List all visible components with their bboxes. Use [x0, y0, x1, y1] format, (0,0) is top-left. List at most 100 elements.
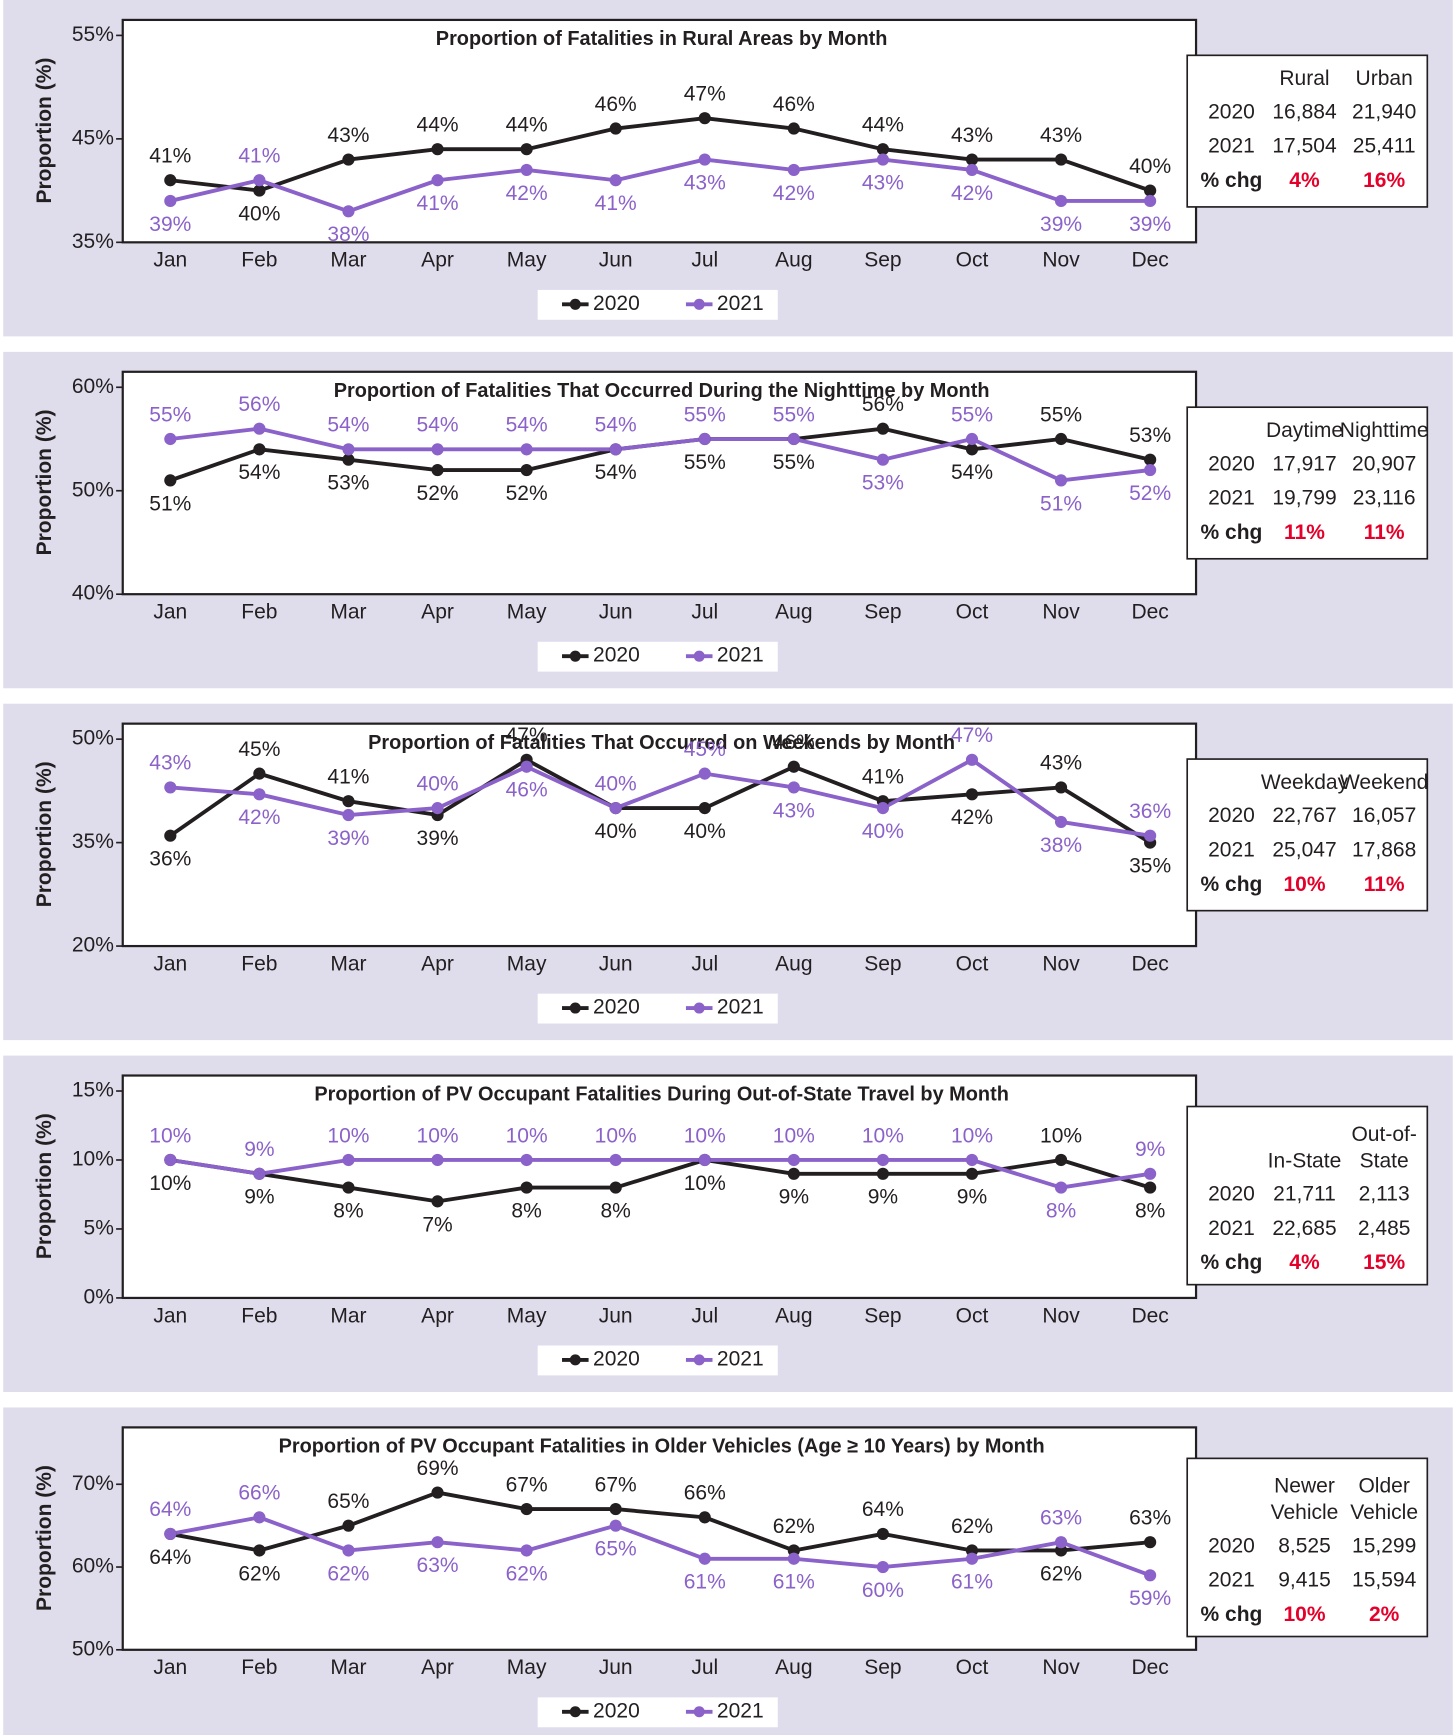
table-cell: 2,113	[1359, 1183, 1410, 1206]
data-label: 43%	[1040, 124, 1082, 147]
x-tick-label: Aug	[775, 249, 812, 272]
table-cell: 9,415	[1278, 1569, 1331, 1592]
data-point	[609, 802, 622, 815]
data-point	[965, 432, 979, 446]
legend-swatch-dot	[569, 298, 581, 310]
y-tick-label: 35%	[72, 230, 114, 253]
table-header: Daytime	[1266, 419, 1343, 442]
data-label: 62%	[951, 1515, 993, 1538]
data-label: 41%	[417, 192, 459, 215]
data-point	[253, 1167, 266, 1180]
data-label: 45%	[238, 738, 280, 761]
y-tick-label: 60%	[72, 375, 114, 398]
x-tick-label: Mar	[330, 952, 366, 975]
data-point	[698, 767, 711, 780]
data-label: 55%	[773, 451, 815, 474]
x-tick-label: Apr	[421, 1304, 454, 1327]
data-label: 54%	[417, 414, 459, 437]
data-label: 40%	[595, 820, 637, 843]
data-label: 65%	[327, 1490, 369, 1513]
x-tick-label: Jun	[599, 249, 633, 272]
table-cell: 4%	[1289, 1251, 1320, 1274]
legend-swatch-dot	[569, 1354, 581, 1366]
data-point	[342, 153, 355, 166]
x-tick-label: Jan	[153, 1656, 187, 1679]
data-label: 40%	[1129, 155, 1171, 178]
x-tick-label: Dec	[1131, 952, 1168, 975]
data-point	[787, 122, 800, 135]
x-tick-label: Feb	[241, 249, 277, 272]
data-label: 9%	[957, 1186, 987, 1209]
data-point	[609, 1181, 622, 1194]
y-axis-label: Proportion (%)	[33, 409, 56, 555]
data-point	[787, 1167, 800, 1180]
data-label: 43%	[951, 124, 993, 147]
data-label: 9%	[1135, 1138, 1165, 1161]
data-point	[342, 453, 355, 466]
table-row-label: 2021	[1208, 135, 1255, 158]
table-header: Urban	[1356, 67, 1413, 90]
data-label: 38%	[1040, 834, 1082, 857]
y-axis-label: Proportion (%)	[33, 761, 56, 907]
x-tick-label: Apr	[421, 952, 454, 975]
data-point	[698, 432, 711, 446]
data-point	[609, 174, 622, 187]
y-tick-label: 0%	[84, 1285, 114, 1308]
series-line	[169, 157, 1151, 214]
data-label: 59%	[1129, 1587, 1171, 1610]
x-tick-label: Jan	[153, 952, 187, 975]
data-point	[164, 781, 177, 794]
x-tick-label: Mar	[330, 1656, 366, 1679]
data-label: 56%	[862, 393, 904, 416]
data-point	[520, 443, 533, 456]
table-cell: 11%	[1364, 873, 1405, 896]
x-tick-label: Aug	[775, 952, 812, 975]
data-point	[1054, 1153, 1068, 1167]
table-header: Newer	[1274, 1475, 1335, 1498]
plot-area	[121, 370, 1198, 596]
data-point	[342, 1181, 355, 1194]
table-header: Out-of-	[1351, 1123, 1416, 1146]
data-point	[520, 463, 533, 477]
x-tick-label: Apr	[421, 1656, 454, 1679]
table-header: State	[1360, 1149, 1409, 1172]
table-cell: 16%	[1363, 169, 1405, 192]
data-point	[520, 1181, 533, 1194]
data-label: 10%	[327, 1124, 369, 1147]
data-label: 36%	[1129, 800, 1171, 823]
x-tick-label: May	[507, 952, 547, 975]
data-point	[1054, 1181, 1068, 1194]
data-point	[342, 443, 355, 456]
chart-title: Proportion of Fatalities That Occurred o…	[368, 732, 955, 754]
table-cell: 21,711	[1273, 1183, 1336, 1206]
data-label: 64%	[149, 1498, 191, 1521]
x-tick-label: Aug	[775, 601, 812, 624]
data-label: 55%	[684, 451, 726, 474]
data-point	[609, 443, 622, 456]
table-cell: 23,116	[1353, 487, 1416, 510]
x-tick-label: Feb	[241, 1304, 277, 1327]
data-label: 9%	[244, 1186, 274, 1209]
data-point	[787, 1153, 800, 1167]
y-tick-label: 45%	[72, 126, 114, 149]
data-point	[609, 122, 622, 135]
table-cell: 21,940	[1352, 100, 1416, 123]
data-label: 10%	[862, 1124, 904, 1147]
data-label: 41%	[862, 766, 904, 789]
data-label: 7%	[422, 1213, 452, 1236]
data-label: 42%	[951, 182, 993, 205]
y-tick-label: 35%	[72, 830, 114, 853]
table-cell: 22,767	[1272, 804, 1336, 827]
data-label: 55%	[684, 403, 726, 426]
table-cell: 17,917	[1272, 452, 1336, 475]
data-label: 43%	[1040, 752, 1082, 775]
x-tick-label: Mar	[330, 601, 366, 624]
data-point	[342, 1519, 355, 1532]
x-tick-label: May	[507, 601, 547, 624]
data-label: 56%	[238, 393, 280, 416]
data-point	[431, 1153, 444, 1167]
x-tick-label: Oct	[956, 249, 989, 272]
data-label: 53%	[327, 472, 369, 495]
data-label: 10%	[684, 1172, 726, 1195]
data-point	[431, 443, 444, 456]
